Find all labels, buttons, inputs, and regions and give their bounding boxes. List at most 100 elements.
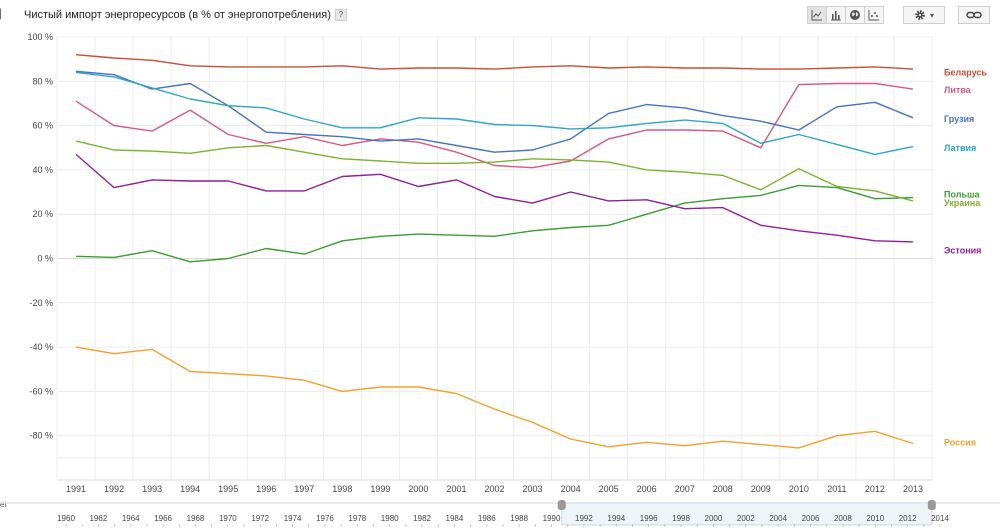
left-edge-bottom-glyph: eі — [0, 500, 7, 509]
x-axis-ticks: 1991 1992 1993 1994 1995 1996 1997 1998 1999 2000… — [66, 484, 923, 494]
x-tick-label: 2012 — [865, 484, 885, 494]
scatter-view-button[interactable] — [864, 6, 884, 24]
x-tick-label: 1996 — [256, 484, 276, 494]
link-icon — [966, 11, 982, 19]
x-tick-label: 2004 — [561, 484, 581, 494]
y-tick-label: 40 % — [32, 165, 53, 175]
series-label: Эстония — [944, 246, 981, 256]
range-tick-label: 1978 — [348, 514, 366, 523]
y-tick-label: -40 % — [29, 342, 53, 352]
range-tick-label: 1988 — [510, 514, 528, 523]
chevron-down-icon: ▾ — [929, 10, 934, 20]
view-toolbar — [807, 6, 884, 24]
range-tick-label: 1994 — [607, 514, 625, 523]
scatter-chart-icon — [868, 10, 879, 21]
help-icon[interactable]: ? — [334, 9, 347, 22]
range-tick-label: 2000 — [705, 514, 723, 523]
range-tick-label: 1962 — [89, 514, 107, 523]
x-tick-label: 2007 — [675, 484, 695, 494]
chart-grid — [56, 36, 933, 481]
y-tick-label: 100 % — [27, 32, 53, 42]
range-tick-label: 1964 — [122, 514, 140, 523]
x-tick-label: 2006 — [637, 484, 657, 494]
range-tick-label: 1980 — [381, 514, 399, 523]
range-handle[interactable] — [557, 500, 566, 510]
chart-title: Чистый импорт энергоресурсов (в % от эне… — [24, 9, 347, 22]
share-link-button[interactable] — [958, 6, 990, 24]
series-line — [75, 82, 914, 169]
x-tick-label: 2013 — [903, 484, 923, 494]
range-tick-label: 1996 — [640, 514, 658, 523]
range-tick-label: 2004 — [769, 514, 787, 523]
x-tick-label: 2010 — [789, 484, 809, 494]
x-tick-label: 2008 — [713, 484, 733, 494]
x-tick-label: 1995 — [218, 484, 238, 494]
x-tick-label: 2003 — [523, 484, 543, 494]
x-tick-label: 2011 — [827, 484, 846, 494]
range-tick-label: 1986 — [478, 514, 496, 523]
left-edge-glyph: ▏ — [0, 9, 7, 19]
range-tick-label: 1970 — [219, 514, 237, 523]
x-tick-label: 1994 — [180, 484, 200, 494]
x-tick-label: 2001 — [446, 484, 466, 494]
y-tick-label: -80 % — [29, 431, 53, 441]
bar-chart-icon — [831, 11, 841, 21]
range-tick-label: 1998 — [672, 514, 690, 523]
chart-title-text: Чистый импорт энергоресурсов (в % от эне… — [24, 9, 331, 21]
time-range-slider: 1960 1962 1964 1966 1968 1970 1972 1974 1976 1978… — [0, 500, 1000, 527]
range-tick-label: 1960 — [57, 514, 75, 523]
series-label: Грузия — [944, 114, 974, 124]
series-line — [75, 140, 914, 202]
range-tick-label: 1992 — [575, 514, 593, 523]
x-tick-label: 1991 — [66, 484, 86, 494]
series-line — [75, 184, 914, 263]
range-tick-label: 1982 — [413, 514, 431, 523]
range-tick-label: 1972 — [251, 514, 269, 523]
y-tick-label: 0 % — [37, 254, 53, 264]
x-tick-label: 1992 — [104, 484, 124, 494]
range-tick-label: 1966 — [154, 514, 172, 523]
map-view-button[interactable] — [845, 6, 865, 24]
range-tick-label: 1984 — [446, 514, 464, 523]
y-tick-label: -60 % — [29, 386, 53, 396]
y-axis-ticks: -80 % -60 % -40 % -20 % 0 % 20 % 40 % 60 % 80 % 1… — [27, 32, 53, 441]
x-tick-label: 2009 — [751, 484, 771, 494]
y-tick-label: -20 % — [29, 298, 53, 308]
range-tick-label: 2002 — [737, 514, 755, 523]
range-tick-label: 1976 — [316, 514, 334, 523]
range-tick-label: 2014 — [931, 514, 949, 523]
settings-button[interactable]: ▾ — [903, 6, 945, 24]
series-label: Россия — [944, 437, 976, 447]
range-tick-label: 1968 — [187, 514, 205, 523]
range-tick-label: 1990 — [543, 514, 561, 523]
range-tick-label: 2006 — [802, 514, 820, 523]
range-tick-label: 2010 — [866, 514, 884, 523]
series-label: Украина — [944, 198, 981, 208]
range-handle[interactable] — [927, 500, 936, 510]
gear-icon — [915, 10, 925, 20]
series-label: Латвия — [944, 143, 976, 153]
y-tick-label: 80 % — [32, 76, 53, 86]
range-tick-label: 2012 — [899, 514, 917, 523]
line-chart-icon — [811, 10, 822, 21]
x-tick-label: 1999 — [370, 484, 390, 494]
range-selection — [561, 502, 933, 526]
series-line — [75, 153, 914, 243]
x-tick-label: 1997 — [294, 484, 314, 494]
map-globe-icon — [850, 10, 860, 20]
chart-series — [75, 54, 914, 449]
x-tick-label: 1998 — [332, 484, 352, 494]
series-label: Беларусь — [944, 67, 987, 77]
y-tick-label: 60 % — [32, 121, 53, 131]
range-tick-label: 1974 — [284, 514, 302, 523]
series-line — [75, 346, 914, 449]
series-line — [75, 71, 914, 156]
series-label: Польша — [944, 189, 980, 199]
series-label: Литва — [944, 85, 972, 95]
x-tick-label: 2000 — [408, 484, 428, 494]
x-tick-label: 2005 — [599, 484, 619, 494]
series-line — [75, 70, 914, 153]
